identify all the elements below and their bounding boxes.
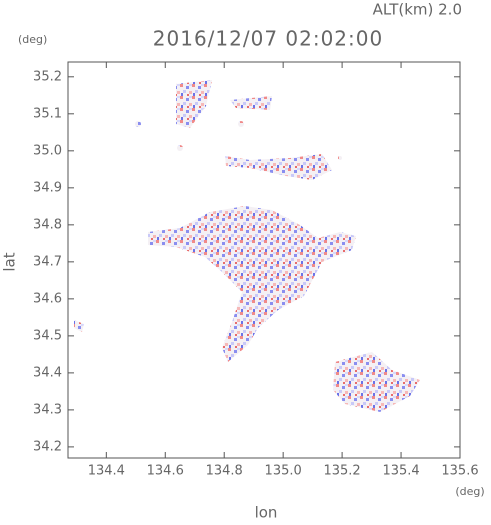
y-tick-label: 34.7 xyxy=(33,254,62,269)
x-axis-label: lon xyxy=(255,504,278,522)
plot-frame xyxy=(67,61,461,459)
y-tick-label: 34.3 xyxy=(33,402,62,417)
x-tick-label: 135.4 xyxy=(382,464,419,479)
x-tick-label: 134.6 xyxy=(147,464,184,479)
y-tick-label: 34.8 xyxy=(33,217,62,232)
x-tick-label: 135.6 xyxy=(441,464,478,479)
y-tick-label: 34.5 xyxy=(33,328,62,343)
chart-title: 2016/12/07 02:02:00 xyxy=(153,27,383,51)
y-unit: (deg) xyxy=(18,33,47,46)
radar-echoes xyxy=(74,80,420,412)
x-tick-label: 134.8 xyxy=(206,464,243,479)
x-tick-label: 135.0 xyxy=(265,464,302,479)
y-tick-label: 35.0 xyxy=(33,143,62,158)
y-tick-label: 34.2 xyxy=(33,439,62,454)
y-tick-label: 34.4 xyxy=(33,365,62,380)
y-axis-label: lat xyxy=(1,252,19,271)
x-tick-label: 135.2 xyxy=(323,464,360,479)
y-tick-label: 35.2 xyxy=(33,69,62,84)
x-unit: (deg) xyxy=(455,485,484,498)
y-tick-label: 34.6 xyxy=(33,291,62,306)
y-tick-label: 34.9 xyxy=(33,180,62,195)
y-tick-label: 35.1 xyxy=(33,106,62,121)
x-tick-label: 134.4 xyxy=(88,464,125,479)
altitude-label: ALT(km) 2.0 xyxy=(373,1,462,19)
